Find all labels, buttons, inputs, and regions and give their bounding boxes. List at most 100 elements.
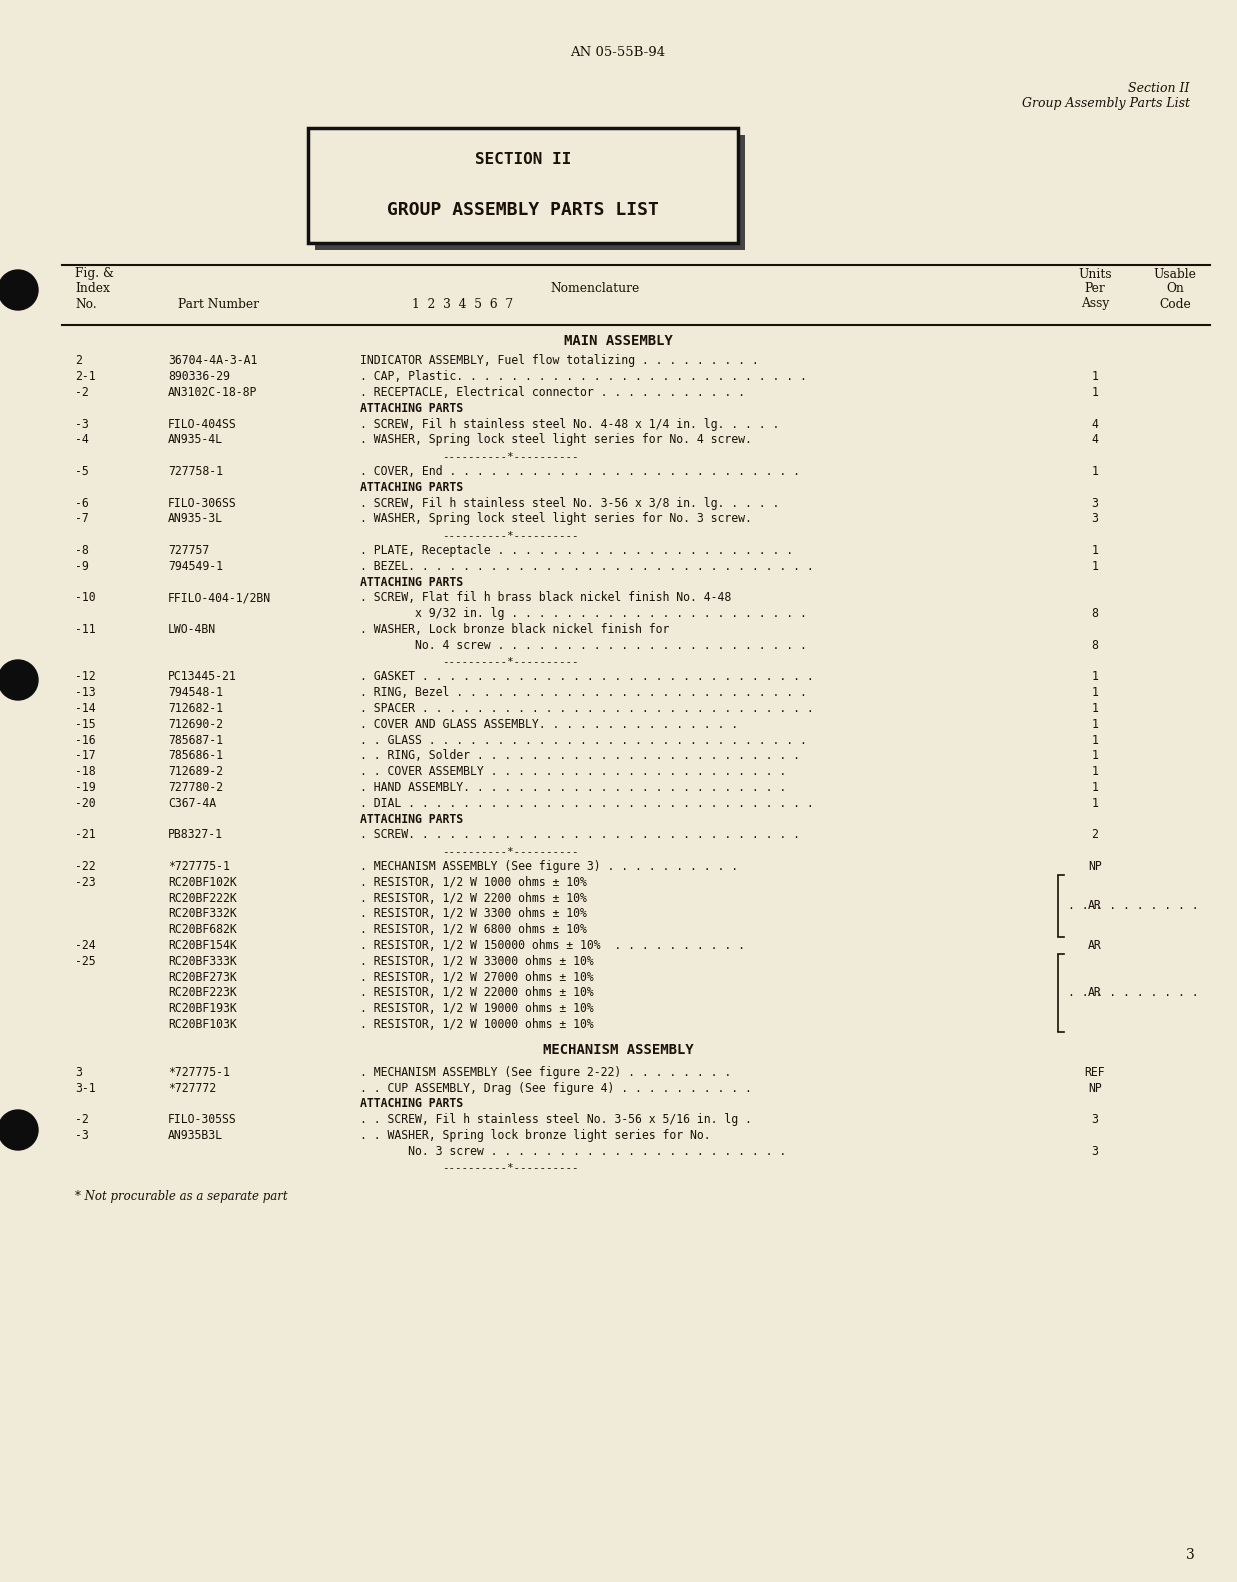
Text: Nomenclature: Nomenclature	[550, 283, 640, 296]
Text: . RESISTOR, 1/2 W 150000 ohms ± 10%  . . . . . . . . . .: . RESISTOR, 1/2 W 150000 ohms ± 10% . . …	[360, 940, 745, 952]
Text: 785686-1: 785686-1	[168, 750, 223, 763]
Text: RC20BF333K: RC20BF333K	[168, 956, 236, 968]
Text: . GASKET . . . . . . . . . . . . . . . . . . . . . . . . . . . . .: . GASKET . . . . . . . . . . . . . . . .…	[360, 671, 814, 683]
Text: AN935-4L: AN935-4L	[168, 433, 223, 446]
Text: 727780-2: 727780-2	[168, 782, 223, 794]
Text: -6: -6	[75, 497, 89, 509]
Text: 4: 4	[1091, 418, 1098, 430]
Text: AR: AR	[1089, 940, 1102, 952]
Text: -9: -9	[75, 560, 89, 573]
Text: Code: Code	[1159, 297, 1191, 310]
Text: *727772: *727772	[168, 1082, 216, 1095]
Text: . RESISTOR, 1/2 W 2200 ohms ± 10%: . RESISTOR, 1/2 W 2200 ohms ± 10%	[360, 892, 586, 905]
Text: 3: 3	[1091, 497, 1098, 509]
Text: MAIN ASSEMBLY: MAIN ASSEMBLY	[564, 334, 673, 348]
Text: . . RING, Solder . . . . . . . . . . . . . . . . . . . . . . . .: . . RING, Solder . . . . . . . . . . . .…	[360, 750, 800, 763]
Text: . RESISTOR, 1/2 W 1000 ohms ± 10%: . RESISTOR, 1/2 W 1000 ohms ± 10%	[360, 876, 586, 889]
Text: -21: -21	[75, 829, 95, 842]
Text: LWO-4BN: LWO-4BN	[168, 623, 216, 636]
Text: 1: 1	[1091, 560, 1098, 573]
Text: 712689-2: 712689-2	[168, 766, 223, 778]
Text: 785687-1: 785687-1	[168, 734, 223, 747]
Text: FILO-305SS: FILO-305SS	[168, 1114, 236, 1126]
Text: RC20BF682K: RC20BF682K	[168, 924, 236, 937]
Text: . . . . . . . . . .: . . . . . . . . . .	[1068, 987, 1199, 1000]
Text: RC20BF223K: RC20BF223K	[168, 987, 236, 1000]
Text: 1: 1	[1091, 386, 1098, 399]
Text: 1: 1	[1091, 687, 1098, 699]
Text: -17: -17	[75, 750, 95, 763]
Text: PB8327-1: PB8327-1	[168, 829, 223, 842]
Text: 1: 1	[1091, 734, 1098, 747]
Text: 794548-1: 794548-1	[168, 687, 223, 699]
Text: AN3102C-18-8P: AN3102C-18-8P	[168, 386, 257, 399]
Text: FILO-306SS: FILO-306SS	[168, 497, 236, 509]
Text: . HAND ASSEMBLY. . . . . . . . . . . . . . . . . . . . . . . .: . HAND ASSEMBLY. . . . . . . . . . . . .…	[360, 782, 787, 794]
Text: 794549-1: 794549-1	[168, 560, 223, 573]
Text: PC13445-21: PC13445-21	[168, 671, 236, 683]
Text: -22: -22	[75, 861, 95, 873]
Text: 8: 8	[1091, 607, 1098, 620]
Text: ATTACHING PARTS: ATTACHING PARTS	[360, 1098, 463, 1111]
Text: RC20BF273K: RC20BF273K	[168, 971, 236, 984]
Text: -15: -15	[75, 718, 95, 731]
Text: . DIAL . . . . . . . . . . . . . . . . . . . . . . . . . . . . . .: . DIAL . . . . . . . . . . . . . . . . .…	[360, 797, 814, 810]
Text: *727775-1: *727775-1	[168, 861, 230, 873]
Text: 8: 8	[1091, 639, 1098, 652]
Text: . PLATE, Receptacle . . . . . . . . . . . . . . . . . . . . . .: . PLATE, Receptacle . . . . . . . . . . …	[360, 544, 793, 557]
Text: AR: AR	[1089, 987, 1102, 1000]
Text: . RESISTOR, 1/2 W 33000 ohms ± 10%: . RESISTOR, 1/2 W 33000 ohms ± 10%	[360, 956, 594, 968]
Text: . . COVER ASSEMBLY . . . . . . . . . . . . . . . . . . . . . .: . . COVER ASSEMBLY . . . . . . . . . . .…	[360, 766, 787, 778]
FancyBboxPatch shape	[315, 134, 745, 250]
Text: 712682-1: 712682-1	[168, 702, 223, 715]
Circle shape	[0, 271, 38, 310]
Text: ATTACHING PARTS: ATTACHING PARTS	[360, 402, 463, 414]
Text: . SCREW, Fil h stainless steel No. 4-48 x 1/4 in. lg. . . . .: . SCREW, Fil h stainless steel No. 4-48 …	[360, 418, 779, 430]
Text: FILO-404SS: FILO-404SS	[168, 418, 236, 430]
Text: . MECHANISM ASSEMBLY (See figure 3) . . . . . . . . . .: . MECHANISM ASSEMBLY (See figure 3) . . …	[360, 861, 738, 873]
Text: 1: 1	[1091, 544, 1098, 557]
Text: 1: 1	[1091, 797, 1098, 810]
Text: ATTACHING PARTS: ATTACHING PARTS	[360, 576, 463, 589]
Text: . . GLASS . . . . . . . . . . . . . . . . . . . . . . . . . . . .: . . GLASS . . . . . . . . . . . . . . . …	[360, 734, 807, 747]
Text: x 9/32 in. lg . . . . . . . . . . . . . . . . . . . . . .: x 9/32 in. lg . . . . . . . . . . . . . …	[360, 607, 807, 620]
Text: . RESISTOR, 1/2 W 6800 ohms ± 10%: . RESISTOR, 1/2 W 6800 ohms ± 10%	[360, 924, 586, 937]
Text: AR: AR	[1089, 900, 1102, 913]
Text: -3: -3	[75, 1130, 89, 1142]
Text: . . WASHER, Spring lock bronze light series for No.: . . WASHER, Spring lock bronze light ser…	[360, 1130, 710, 1142]
Text: Units: Units	[1079, 267, 1112, 280]
Text: ----------*----------: ----------*----------	[442, 846, 578, 856]
Text: ATTACHING PARTS: ATTACHING PARTS	[360, 813, 463, 826]
Text: GROUP ASSEMBLY PARTS LIST: GROUP ASSEMBLY PARTS LIST	[387, 201, 659, 218]
Text: . RESISTOR, 1/2 W 19000 ohms ± 10%: . RESISTOR, 1/2 W 19000 ohms ± 10%	[360, 1003, 594, 1016]
Text: RC20BF154K: RC20BF154K	[168, 940, 236, 952]
Text: RC20BF103K: RC20BF103K	[168, 1017, 236, 1031]
Text: 3: 3	[75, 1066, 82, 1079]
Text: -14: -14	[75, 702, 95, 715]
Text: NP: NP	[1089, 861, 1102, 873]
Text: 1: 1	[1091, 370, 1098, 383]
Text: -12: -12	[75, 671, 95, 683]
FancyBboxPatch shape	[308, 128, 738, 244]
Text: 1  2  3  4  5  6  7: 1 2 3 4 5 6 7	[412, 297, 513, 310]
Text: -5: -5	[75, 465, 89, 478]
Text: . SCREW, Flat fil h brass black nickel finish No. 4-48: . SCREW, Flat fil h brass black nickel f…	[360, 592, 731, 604]
Text: FFILO-404-1/2BN: FFILO-404-1/2BN	[168, 592, 271, 604]
Text: REF: REF	[1085, 1066, 1106, 1079]
Text: ATTACHING PARTS: ATTACHING PARTS	[360, 481, 463, 494]
Text: 3: 3	[1091, 1114, 1098, 1126]
Text: * Not procurable as a separate part: * Not procurable as a separate part	[75, 1191, 288, 1204]
Text: -4: -4	[75, 433, 89, 446]
Text: 2: 2	[1091, 829, 1098, 842]
Text: 3: 3	[1091, 1145, 1098, 1158]
Text: 4: 4	[1091, 433, 1098, 446]
Text: -18: -18	[75, 766, 95, 778]
Text: . SCREW, Fil h stainless steel No. 3-56 x 3/8 in. lg. . . . .: . SCREW, Fil h stainless steel No. 3-56 …	[360, 497, 779, 509]
Text: . COVER, End . . . . . . . . . . . . . . . . . . . . . . . . . .: . COVER, End . . . . . . . . . . . . . .…	[360, 465, 800, 478]
Text: . RECEPTACLE, Electrical connector . . . . . . . . . . .: . RECEPTACLE, Electrical connector . . .…	[360, 386, 745, 399]
Text: . . . . . . . . . .: . . . . . . . . . .	[1068, 900, 1199, 913]
Text: 1: 1	[1091, 718, 1098, 731]
Text: 1: 1	[1091, 702, 1098, 715]
Circle shape	[0, 1111, 38, 1150]
Text: -24: -24	[75, 940, 95, 952]
